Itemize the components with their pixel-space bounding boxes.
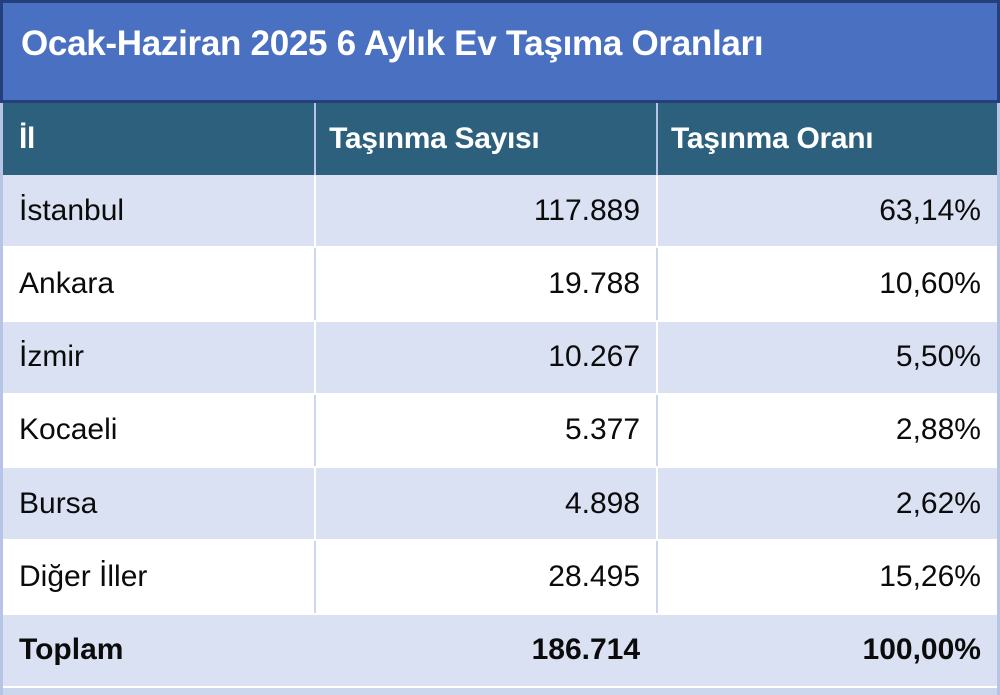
title-bar: Ocak-Haziran 2025 6 Aylık Ev Taşıma Oran… [0,0,1000,103]
cell-tasinma-orani: 10,60% [656,248,997,320]
cell-tasinma-orani: 2,62% [656,468,997,540]
column-header-tasinma-sayisi: Taşınma Sayısı [314,103,656,175]
cell-tasinma-orani: 2,88% [656,394,997,467]
table-row-toplam: Toplam 186.714 100,00% [3,612,997,686]
cell-il: Ankara [19,266,115,300]
table-row-ankara: Ankara 19.788 10,60% [3,246,997,320]
cell-tasinma-orani: 15,26% [656,541,997,613]
column-header-il: İl [19,122,36,155]
page-title: Ocak-Haziran 2025 6 Aylık Ev Taşıma Oran… [21,23,764,63]
cell-il: İzmir [19,340,84,374]
data-table: İl Taşınma Sayısı Taşınma Oranı İstanbul… [0,103,1000,695]
cell-tasinma-sayisi: 19.788 [314,248,656,320]
cell-tasinma-sayisi: 10.267 [314,321,656,393]
table-header-row: İl Taşınma Sayısı Taşınma Oranı [3,103,997,175]
table-row-istanbul: İstanbul 117.889 63,14% [3,175,997,247]
cell-tasinma-orani: 100,00% [862,633,981,667]
cell-il: Kocaeli [19,413,118,447]
table-body: İstanbul 117.889 63,14% Ankara 19.788 10… [3,175,997,686]
cell-il: Bursa [19,486,98,520]
cell-il: İstanbul [19,193,125,227]
cell-il: Diğer İller [19,560,148,594]
cell-il: Toplam [19,633,124,667]
cell-tasinma-orani: 5,50% [656,321,997,393]
bottom-strip [3,686,997,695]
cell-tasinma-sayisi: 28.495 [314,541,656,613]
table-row-bursa: Bursa 4.898 2,62% [3,466,997,540]
cell-tasinma-sayisi: 5.377 [314,394,656,467]
cell-tasinma-orani: 63,14% [656,175,997,247]
table-row-kocaeli: Kocaeli 5.377 2,88% [3,392,997,467]
table-row-izmir: İzmir 10.267 5,50% [3,319,997,393]
table-row-diger-iller: Diğer İller 28.495 15,26% [3,539,997,613]
column-header-tasinma-orani: Taşınma Oranı [656,103,997,175]
cell-tasinma-sayisi: 117.889 [314,175,656,247]
cell-tasinma-sayisi: 186.714 [531,633,641,667]
cell-tasinma-sayisi: 4.898 [314,468,656,540]
